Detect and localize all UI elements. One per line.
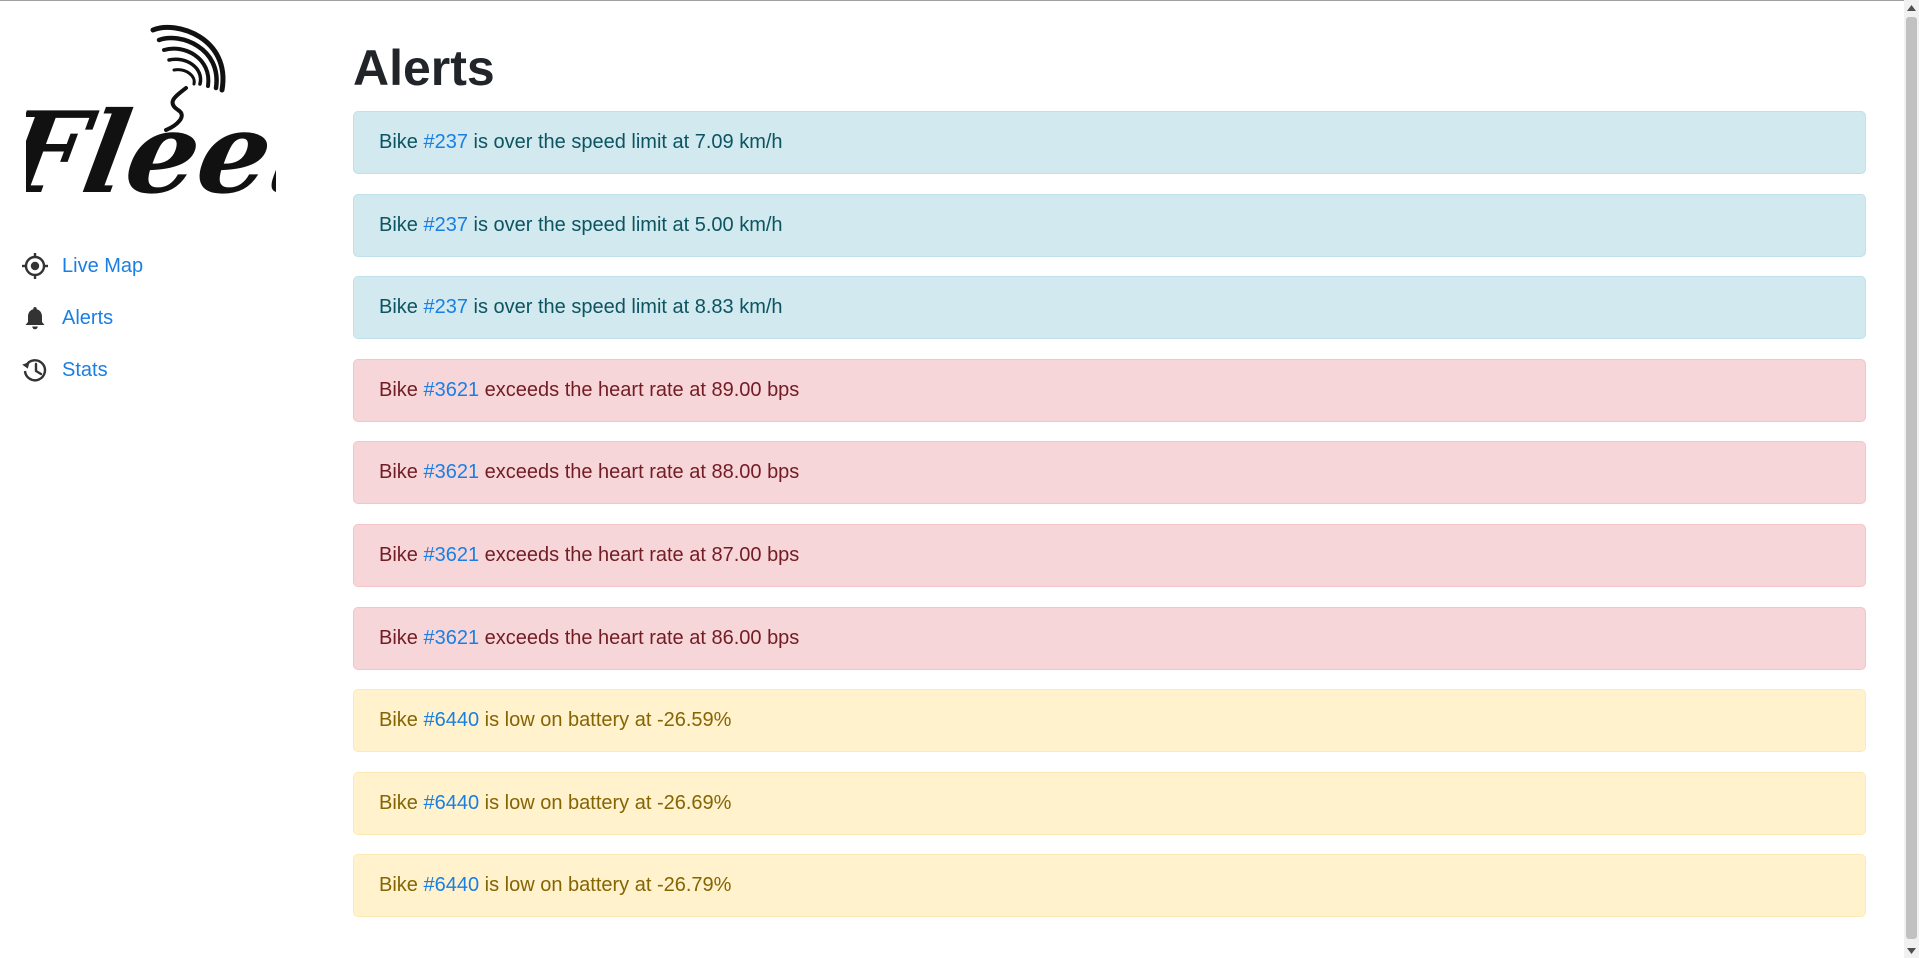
sidebar-item-label: Alerts — [62, 306, 114, 329]
alert-item-info: Bike #237 is over the speed limit at 8.8… — [353, 276, 1866, 340]
bell-icon — [20, 303, 50, 333]
sidebar: Fleet Live Map — [0, 0, 334, 958]
alert-list: Bike #237 is over the speed limit at 7.0… — [353, 111, 1866, 937]
crosshairs-icon — [20, 251, 50, 281]
alert-message: is over the speed limit at 8.83 km/h — [467, 296, 783, 319]
alert-prefix: Bike — [379, 378, 424, 401]
fleet-logo[interactable]: Fleet — [0, 18, 334, 219]
alert-item-warning: Bike #6440 is low on battery at -26.69% — [353, 771, 1866, 835]
bike-link[interactable]: #3621 — [423, 626, 480, 649]
alert-message: is over the speed limit at 7.09 km/h — [467, 131, 783, 153]
alert-message: is over the speed limit at 5.00 km/h — [467, 213, 783, 236]
alert-item-danger: Bike #3621 exceeds the heart rate at 86.… — [353, 606, 1866, 670]
bike-link[interactable]: #6440 — [423, 874, 480, 897]
alert-item-danger: Bike #3621 exceeds the heart rate at 89.… — [353, 358, 1866, 422]
alert-item-info: Bike #237 is over the speed limit at 7.0… — [353, 111, 1866, 174]
alert-message: is low on battery at -26.59% — [479, 709, 732, 732]
sidebar-item-label: Stats — [62, 358, 108, 381]
vertical-scrollbar[interactable] — [1904, 0, 1919, 958]
alert-item-danger: Bike #3621 exceeds the heart rate at 88.… — [353, 441, 1866, 505]
alert-prefix: Bike — [379, 709, 424, 732]
sidebar-item-alerts[interactable]: Alerts — [20, 292, 143, 344]
alert-message: is low on battery at -26.69% — [479, 791, 732, 814]
bike-link[interactable]: #3621 — [423, 378, 480, 401]
sidebar-item-stats[interactable]: Stats — [20, 344, 143, 396]
alert-prefix: Bike — [379, 131, 424, 153]
sidebar-item-label: Live Map — [62, 254, 144, 277]
scroll-down-arrow-icon[interactable] — [1904, 943, 1919, 958]
window-top-border — [0, 0, 1919, 1]
bike-link[interactable]: #3621 — [423, 461, 480, 484]
bike-link[interactable]: #3621 — [423, 543, 480, 566]
alert-item-danger: Bike #3621 exceeds the heart rate at 87.… — [353, 523, 1866, 587]
alert-prefix: Bike — [379, 874, 424, 897]
alert-message: exceeds the heart rate at 86.00 bps — [479, 626, 800, 649]
alert-message: is low on battery at -26.79% — [479, 874, 732, 897]
alert-prefix: Bike — [379, 543, 424, 566]
alert-item-warning: Bike #6440 is low on battery at -26.59% — [353, 689, 1866, 753]
alert-prefix: Bike — [379, 213, 424, 236]
alert-prefix: Bike — [379, 461, 424, 484]
bike-link[interactable]: #237 — [423, 213, 468, 236]
alert-prefix: Bike — [379, 296, 424, 319]
logo-text: Fleet — [26, 87, 276, 218]
alert-item-warning: Bike #6440 is low on battery at -26.79% — [353, 854, 1866, 918]
alert-item-info: Bike #237 is over the speed limit at 5.0… — [353, 193, 1866, 257]
page-title: Alerts — [353, 40, 495, 96]
alert-message: exceeds the heart rate at 89.00 bps — [479, 378, 800, 401]
alert-message: exceeds the heart rate at 87.00 bps — [479, 543, 800, 566]
scrollbar-thumb[interactable] — [1906, 17, 1917, 939]
alert-message: exceeds the heart rate at 88.00 bps — [479, 461, 800, 484]
bike-link[interactable]: #237 — [423, 131, 468, 153]
bike-link[interactable]: #237 — [423, 296, 468, 319]
sidebar-nav: Live Map Alerts Stats — [20, 240, 143, 396]
bike-link[interactable]: #6440 — [423, 709, 480, 732]
alert-prefix: Bike — [379, 626, 424, 649]
bike-link[interactable]: #6440 — [423, 791, 480, 814]
history-icon — [20, 355, 50, 385]
sidebar-item-live-map[interactable]: Live Map — [20, 240, 143, 292]
scroll-up-arrow-icon[interactable] — [1904, 0, 1919, 15]
alert-prefix: Bike — [379, 791, 424, 814]
